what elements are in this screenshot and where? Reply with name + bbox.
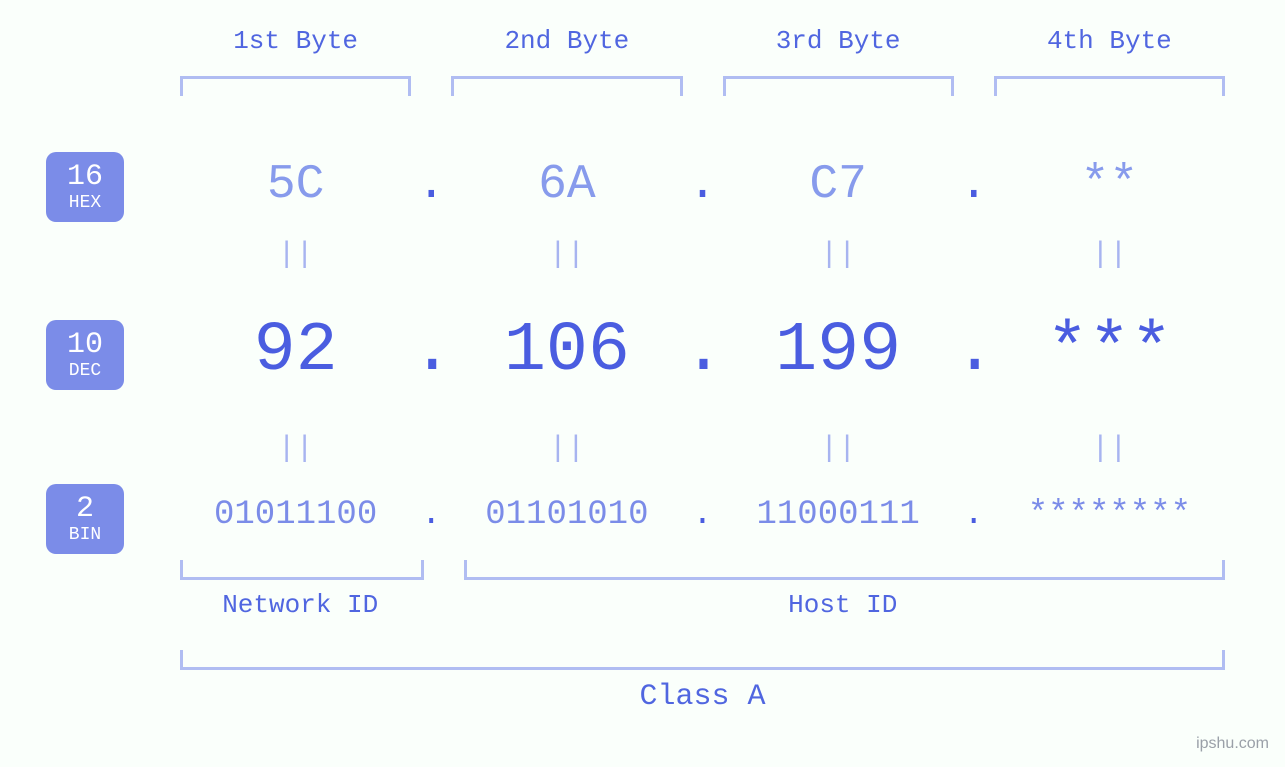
byte-brackets	[180, 76, 1225, 96]
equals-2: ||	[451, 238, 682, 272]
bin-byte-3: 11000111	[723, 496, 954, 534]
hex-byte-3: C7	[723, 158, 954, 212]
equals-7: ||	[723, 432, 954, 466]
equals-dec-bin: || || || ||	[180, 432, 1225, 466]
hex-byte-2: 6A	[451, 158, 682, 212]
dec-byte-3: 199	[723, 312, 954, 391]
host-id-label: Host ID	[460, 590, 1225, 620]
dec-badge-num: 10	[67, 329, 103, 362]
byte-bracket-1	[180, 76, 411, 96]
dec-badge: 10 DEC	[46, 320, 124, 390]
equals-4: ||	[994, 238, 1225, 272]
hex-byte-4: **	[994, 158, 1225, 212]
bin-sep-2: .	[683, 496, 723, 534]
hex-row: 5C . 6A . C7 . **	[180, 158, 1225, 212]
dec-byte-4: ***	[994, 312, 1225, 391]
network-id-label: Network ID	[180, 590, 420, 620]
class-bracket	[180, 650, 1225, 670]
dec-badge-label: DEC	[69, 362, 101, 382]
dec-row: 92 . 106 . 199 . ***	[180, 312, 1225, 391]
class-label: Class A	[180, 680, 1225, 714]
id-brackets	[180, 560, 1225, 580]
hex-byte-1: 5C	[180, 158, 411, 212]
byte-bracket-4	[994, 76, 1225, 96]
byte-header-3: 3rd Byte	[723, 26, 954, 56]
byte-bracket-3	[723, 76, 954, 96]
bin-byte-2: 01101010	[451, 496, 682, 534]
bin-sep-1: .	[411, 496, 451, 534]
equals-8: ||	[994, 432, 1225, 466]
dec-sep-1: .	[411, 312, 451, 391]
id-class-section: Network ID Host ID Class A	[180, 560, 1225, 714]
byte-headers: 1st Byte 2nd Byte 3rd Byte 4th Byte	[180, 26, 1225, 56]
network-id-bracket	[180, 560, 424, 580]
bin-sep-3: .	[954, 496, 994, 534]
bin-byte-1: 01011100	[180, 496, 411, 534]
dec-sep-3: .	[954, 312, 994, 391]
bin-badge-label: BIN	[69, 526, 101, 546]
host-id-bracket	[464, 560, 1225, 580]
hex-badge-label: HEX	[69, 194, 101, 214]
hex-sep-1: .	[411, 158, 451, 212]
dec-byte-1: 92	[180, 312, 411, 391]
byte-header-4: 4th Byte	[994, 26, 1225, 56]
bin-row: 01011100 . 01101010 . 11000111 . *******…	[180, 496, 1225, 534]
equals-1: ||	[180, 238, 411, 272]
watermark: ipshu.com	[1196, 735, 1269, 753]
bin-byte-4: ********	[994, 496, 1225, 534]
byte-header-1: 1st Byte	[180, 26, 411, 56]
id-labels: Network ID Host ID	[180, 590, 1225, 620]
equals-3: ||	[723, 238, 954, 272]
byte-header-2: 2nd Byte	[451, 26, 682, 56]
dec-sep-2: .	[683, 312, 723, 391]
equals-5: ||	[180, 432, 411, 466]
hex-sep-3: .	[954, 158, 994, 212]
bin-badge: 2 BIN	[46, 484, 124, 554]
hex-badge: 16 HEX	[46, 152, 124, 222]
hex-badge-num: 16	[67, 161, 103, 194]
equals-hex-dec: || || || ||	[180, 238, 1225, 272]
equals-6: ||	[451, 432, 682, 466]
hex-sep-2: .	[683, 158, 723, 212]
dec-byte-2: 106	[451, 312, 682, 391]
byte-bracket-2	[451, 76, 682, 96]
bin-badge-num: 2	[76, 493, 94, 526]
